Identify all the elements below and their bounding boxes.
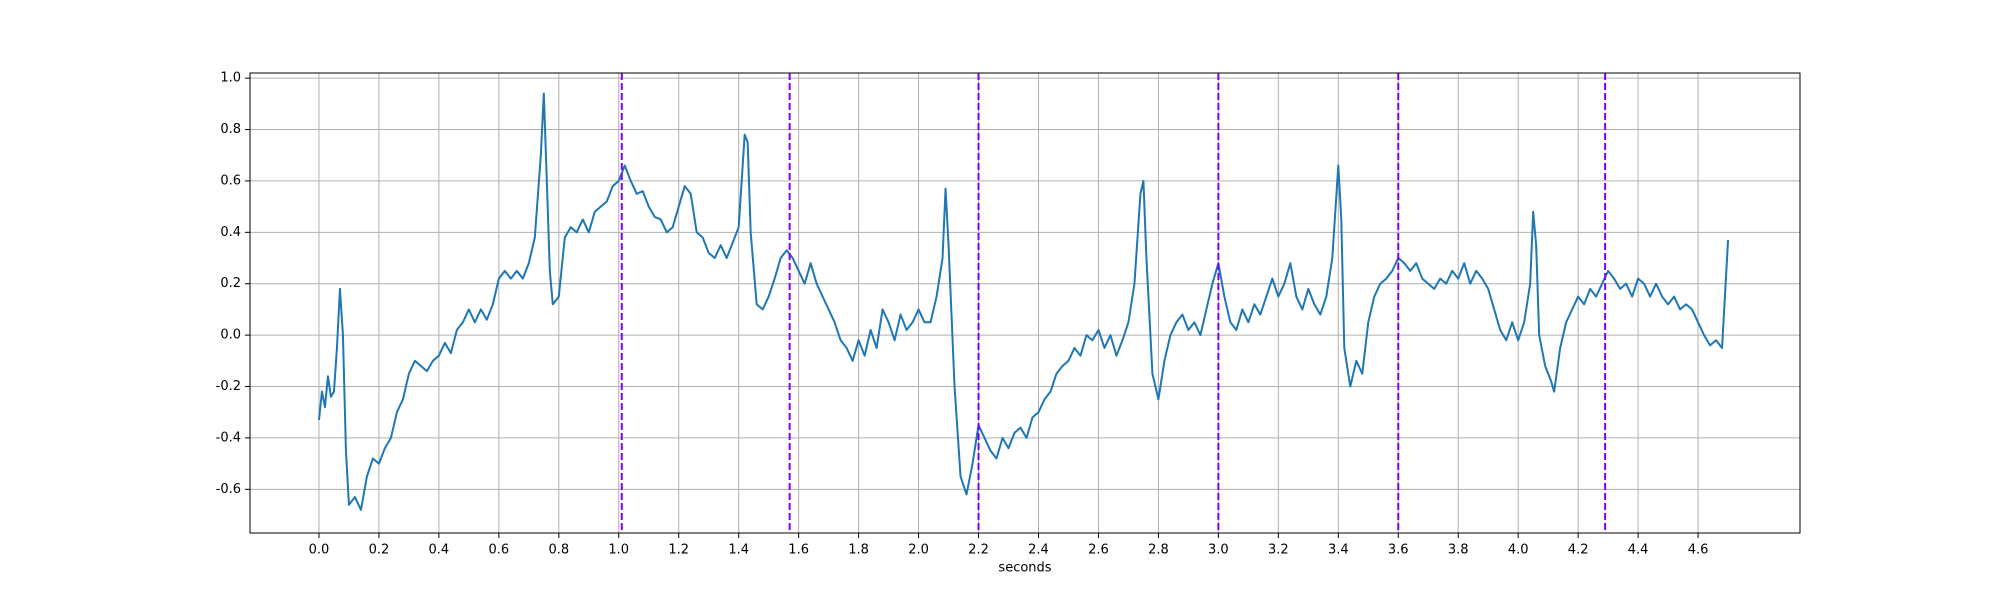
x-tick-label: 2.4	[1028, 543, 1049, 558]
x-tick-label: 1.8	[848, 543, 869, 558]
x-tick-label: 1.0	[608, 543, 629, 558]
x-tick-label: 1.2	[668, 543, 689, 558]
signal-line	[317, 92, 1730, 511]
y-tick-label: 1.0	[220, 71, 241, 86]
x-axis-label: seconds	[998, 561, 1051, 576]
x-tick-label: 0.0	[309, 543, 330, 558]
x-tick-label: 3.8	[1448, 543, 1469, 558]
x-tick-label: 3.2	[1268, 543, 1289, 558]
x-tick-label: 1.6	[788, 543, 809, 558]
x-tick-label: 0.6	[488, 543, 509, 558]
x-tick-label: 2.2	[968, 543, 989, 558]
x-tick-label: 2.8	[1148, 543, 1169, 558]
x-tick-label: 2.6	[1088, 543, 1109, 558]
x-tick-label: 1.4	[728, 543, 749, 558]
y-tick-label: -0.6	[216, 482, 241, 497]
x-tick-label: 3.4	[1328, 543, 1349, 558]
axes-frame	[249, 72, 1801, 534]
y-tick-label: 0.4	[220, 225, 241, 240]
y-tick-label: -0.2	[216, 379, 241, 394]
x-tick-label: 4.0	[1508, 543, 1529, 558]
x-tick-label: 0.4	[429, 543, 450, 558]
y-tick-label: 0.2	[220, 276, 241, 291]
x-tick-label: 2.0	[908, 543, 929, 558]
x-tick-label: 0.8	[548, 543, 569, 558]
x-tick-label: 4.4	[1628, 543, 1649, 558]
y-tick-label: -0.4	[216, 430, 241, 445]
y-tick-label: 0.0	[220, 328, 241, 343]
y-tick-label: 0.8	[220, 122, 241, 137]
x-tick-label: 4.6	[1688, 543, 1709, 558]
x-tick-label: 0.2	[369, 543, 390, 558]
x-tick-label: 4.2	[1568, 543, 1589, 558]
x-tick-label: 3.0	[1208, 543, 1229, 558]
y-tick-label: 0.6	[220, 173, 241, 188]
x-tick-label: 3.6	[1388, 543, 1409, 558]
